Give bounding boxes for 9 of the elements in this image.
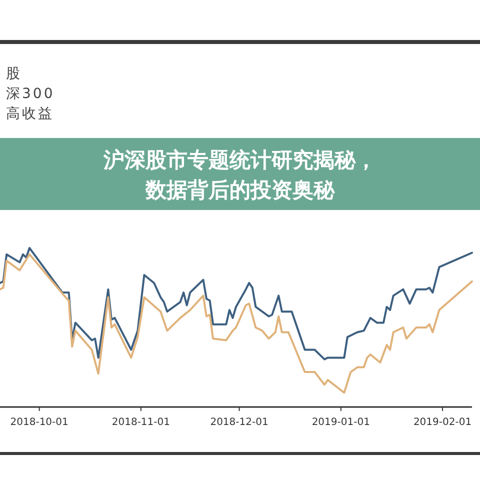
x-tick-label: 2019-02-01 [413,417,472,428]
x-tick-label: 2018-10-01 [10,417,68,428]
x-tick-label: 2018-12-01 [210,417,268,428]
x-tick-label: 2018-11-01 [112,417,170,428]
text: 深300 [6,86,55,102]
x-tick-label: 2019-01-01 [312,417,370,428]
chart-title: 沪深股市专题统计研究揭秘，数据背后的投资奥秘 [102,148,376,202]
text: 股 [6,66,22,82]
text: 高收益 [6,106,54,122]
